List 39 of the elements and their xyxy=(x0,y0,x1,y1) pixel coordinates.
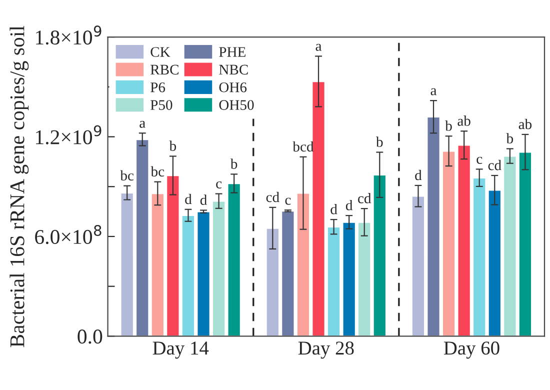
y-tick-label: 0.0 xyxy=(78,330,102,344)
data-label: a xyxy=(316,44,322,51)
y-tick-label: 1.8×10$^{9}$ xyxy=(36,26,102,45)
y-axis-title: Bacterial 16S rRNA gene copies/g soil xyxy=(10,26,29,348)
data-label: ab xyxy=(518,118,532,130)
data-label: a xyxy=(430,88,437,96)
data-label: cd xyxy=(358,193,372,204)
data-label: d xyxy=(346,200,353,210)
data-label: b xyxy=(169,140,176,151)
data-label: d xyxy=(185,194,192,204)
data-label: cd xyxy=(266,192,280,202)
data-label: d xyxy=(200,194,207,205)
data-label: c xyxy=(476,156,482,164)
y-tick-label: 6.0×10$^{8}$ xyxy=(35,224,102,244)
data-label: b xyxy=(230,158,238,169)
legend-label: NBC xyxy=(219,64,248,75)
legend-label: P50 xyxy=(150,100,172,110)
data-label: b xyxy=(445,120,452,131)
data-label: cd xyxy=(488,160,502,170)
data-label: ab xyxy=(458,116,470,126)
legend-label: OH50 xyxy=(219,100,254,110)
x-tick-label: Day 28 xyxy=(298,342,354,359)
legend-label: CK xyxy=(150,47,170,57)
y-tick-label: 1.2×10$^{9}$ xyxy=(36,125,102,144)
x-tick-label: Day 60 xyxy=(444,342,500,359)
data-label: c xyxy=(285,198,291,205)
legend-label: RBC xyxy=(150,64,178,75)
data-label: bc xyxy=(120,170,134,180)
data-label: b xyxy=(376,136,383,147)
data-label: b xyxy=(506,133,514,144)
data-label: bc xyxy=(150,166,164,177)
legend-label: OH6 xyxy=(219,82,247,92)
x-tick-label: Day 14 xyxy=(152,342,209,359)
legend-label: P6 xyxy=(150,82,166,92)
data-label: c xyxy=(216,181,222,188)
data-label: d xyxy=(415,170,422,180)
data-label: a xyxy=(140,120,146,128)
legend-label: PHE xyxy=(219,47,246,57)
data-label: d xyxy=(330,204,338,214)
